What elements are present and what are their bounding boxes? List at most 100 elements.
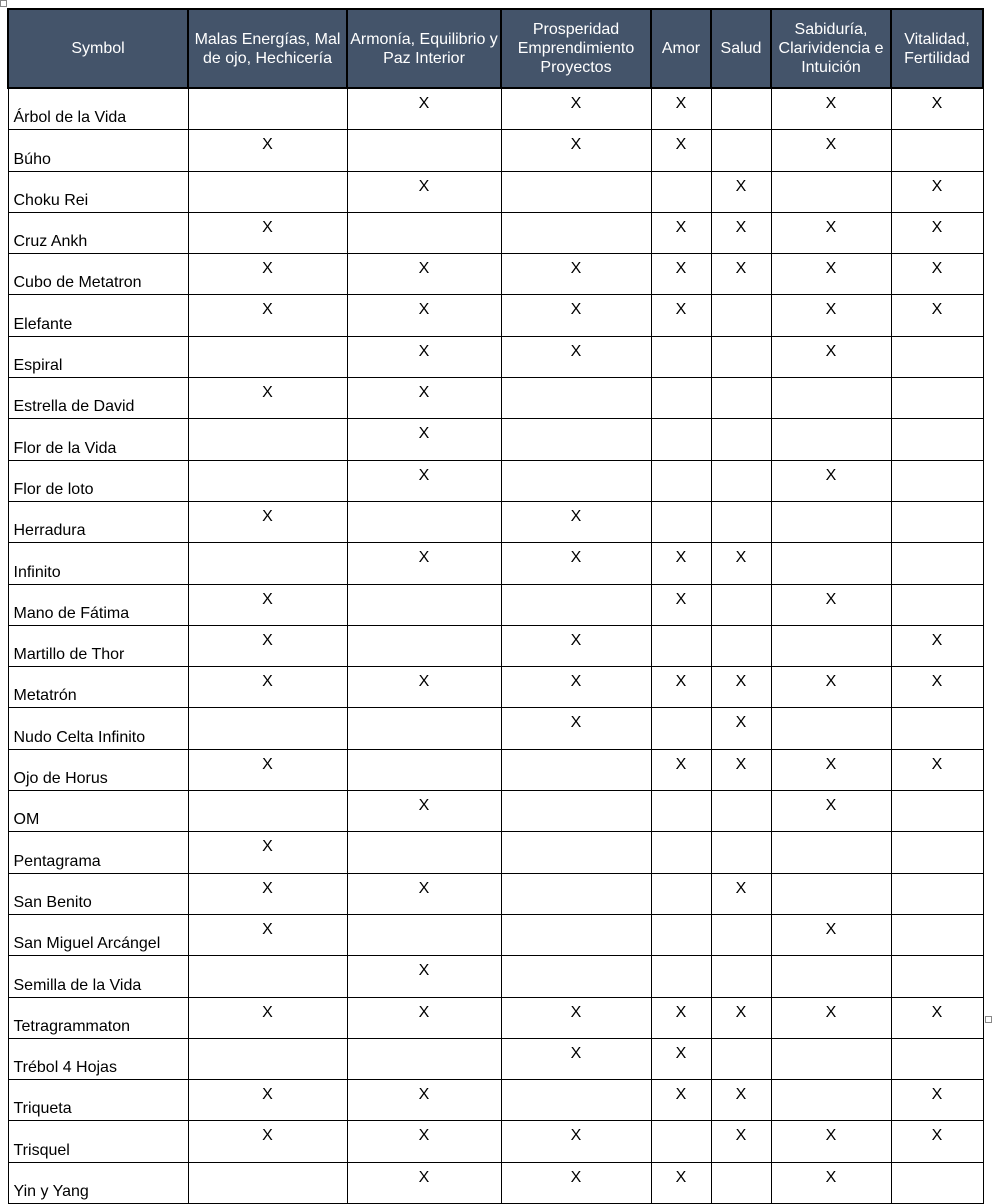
mark-cell: X [770, 129, 892, 172]
mark-cell: X [346, 1120, 502, 1163]
mark-cell [650, 831, 712, 874]
symbol-name: Ojo de Horus [7, 748, 189, 792]
mark-cell [890, 418, 984, 461]
mark-cell: X [346, 335, 502, 379]
mark-cell: X [650, 211, 712, 255]
mark-cell [890, 1161, 984, 1204]
mark-cell: X [770, 335, 892, 379]
mark-cell: X [500, 707, 652, 750]
mark-cell [890, 542, 984, 585]
mark-cell: X [187, 1120, 348, 1163]
mark-cell [187, 790, 348, 833]
symbol-name: Búho [7, 129, 189, 172]
mark-cell: X [500, 87, 652, 131]
table-row: Estrella de David X X [7, 377, 984, 420]
mark-cell [770, 1079, 892, 1122]
symbol-name: Elefante [7, 294, 189, 337]
mark-cell [500, 872, 652, 915]
mark-cell [710, 87, 772, 131]
mark-cell [770, 377, 892, 420]
mark-cell: X [710, 996, 772, 1039]
mark-cell: X [770, 996, 892, 1039]
symbols-table: Symbol Malas Energías, Mal de ojo, Hechic… [7, 8, 984, 1204]
mark-cell: X [710, 748, 772, 792]
table-move-handle[interactable] [0, 0, 7, 7]
mark-cell [890, 500, 984, 544]
column-header: Prosperidad Emprendimiento Proyectos [500, 8, 652, 89]
mark-cell [346, 1037, 502, 1081]
mark-cell: X [890, 1120, 984, 1163]
mark-cell: X [346, 996, 502, 1039]
column-header: Salud [710, 8, 772, 89]
mark-cell: X [500, 666, 652, 709]
mark-cell: X [650, 294, 712, 337]
mark-cell: X [770, 87, 892, 131]
mark-cell: X [500, 335, 652, 379]
mark-cell: X [770, 1161, 892, 1204]
mark-cell: X [187, 211, 348, 255]
symbol-name: Espiral [7, 335, 189, 379]
mark-cell: X [187, 583, 348, 626]
mark-cell [650, 418, 712, 461]
mark-cell [187, 335, 348, 379]
mark-cell: X [500, 500, 652, 544]
mark-cell: X [187, 872, 348, 915]
mark-cell [346, 707, 502, 750]
mark-cell: X [346, 872, 502, 915]
symbol-name: Trisquel [7, 1120, 189, 1163]
mark-cell [187, 1161, 348, 1204]
mark-cell: X [650, 1079, 712, 1122]
symbol-name: Árbol de la Vida [7, 87, 189, 131]
mark-cell [770, 1037, 892, 1081]
mark-cell [890, 129, 984, 172]
mark-cell: X [187, 1079, 348, 1122]
mark-cell: X [770, 459, 892, 502]
header-row: Symbol Malas Energías, Mal de ojo, Hechic… [7, 8, 984, 89]
mark-cell [346, 831, 502, 874]
table-row: Metatrón X X X X X X X [7, 666, 984, 709]
mark-cell [770, 418, 892, 461]
mark-cell [710, 624, 772, 668]
table-row: Tetragrammaton X X X X X X X [7, 996, 984, 1039]
mark-cell [710, 335, 772, 379]
table-row: Semilla de la Vida X [7, 955, 984, 998]
table-row: Herradura X X [7, 500, 984, 544]
symbol-name: San Miguel Arcángel [7, 913, 189, 957]
column-header: Malas Energías, Mal de ojo, Hechicería [187, 8, 348, 89]
table-row: Yin y Yang X X X X [7, 1161, 984, 1204]
mark-cell: X [710, 872, 772, 915]
mark-cell [650, 913, 712, 957]
mark-cell [770, 500, 892, 544]
mark-cell: X [650, 996, 712, 1039]
mark-cell: X [710, 666, 772, 709]
mark-cell [500, 418, 652, 461]
mark-cell: X [650, 583, 712, 626]
column-header: Symbol [7, 8, 189, 89]
mark-cell [500, 170, 652, 213]
table-resize-handle[interactable] [985, 1016, 992, 1023]
table-row: Infinito X X X X [7, 542, 984, 585]
mark-cell: X [770, 583, 892, 626]
mark-cell: X [770, 913, 892, 957]
mark-cell [710, 790, 772, 833]
mark-cell [890, 1037, 984, 1081]
table-row: Trisquel X X X X X X [7, 1120, 984, 1163]
mark-cell [500, 377, 652, 420]
mark-cell: X [500, 253, 652, 296]
table-row: Choku Rei X X X [7, 170, 984, 213]
mark-cell: X [650, 129, 712, 172]
mark-cell [710, 913, 772, 957]
mark-cell: X [500, 129, 652, 172]
symbol-name: Trébol 4 Hojas [7, 1037, 189, 1081]
table-row: Martillo de Thor X X X [7, 624, 984, 668]
table-row: OM X X [7, 790, 984, 833]
mark-cell [770, 624, 892, 668]
mark-cell: X [890, 666, 984, 709]
mark-cell [890, 707, 984, 750]
mark-cell: X [346, 790, 502, 833]
mark-cell [710, 459, 772, 502]
mark-cell [187, 1037, 348, 1081]
mark-cell [346, 624, 502, 668]
mark-cell [650, 335, 712, 379]
mark-cell [710, 129, 772, 172]
